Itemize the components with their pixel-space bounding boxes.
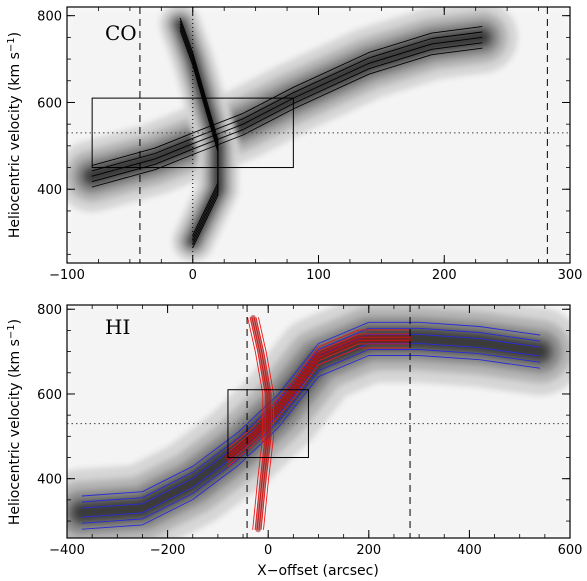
- hi-y-axis-title-main: Heliocentric velocity (km s: [7, 339, 23, 525]
- co-xtick-label-0: −100: [49, 268, 85, 283]
- hi-ytick-label-0: 400: [37, 473, 62, 488]
- co-ytick-label-0: 400: [37, 183, 62, 198]
- co-contour-1-2: [179, 23, 219, 242]
- hi-panel-label: HI: [105, 315, 130, 339]
- co-contours: [91, 17, 483, 248]
- co-ticks: −100 0 100 200 300 400 600 800: [37, 7, 582, 283]
- co-contour-1-0: [179, 17, 219, 236]
- hi-x-axis-title: X−offset (arcsec): [257, 563, 379, 579]
- co-plot-area: [67, 7, 570, 263]
- co-contour-1-4: [179, 30, 219, 248]
- hi-xtick-label-4: 400: [457, 543, 482, 558]
- co-y-axis-title-sup: −1: [6, 37, 17, 52]
- hi-y-axis-title-close: ): [7, 319, 23, 324]
- hi-red-contour-1-5: [258, 317, 275, 530]
- co-y-axis-title-close: ): [7, 32, 23, 37]
- hi-red-contour-0-0: [227, 329, 410, 449]
- hi-blue-contour-0-1: [81, 327, 541, 503]
- co-xtick-label-1: 0: [189, 268, 197, 283]
- hi-plot-area: [67, 305, 570, 538]
- co-grayscale-image: [67, 7, 570, 263]
- co-contour-0-2: [91, 36, 483, 177]
- hi-reference-lines: [67, 305, 570, 538]
- co-xtick-label-2: 100: [306, 268, 331, 283]
- co-contour-1-1: [179, 20, 219, 239]
- hi-xtick-label-5: 600: [558, 543, 583, 558]
- hi-xtick-label-0: −400: [49, 543, 85, 558]
- hi-xtick-label-3: 200: [356, 543, 381, 558]
- co-ytick-label-1: 600: [37, 96, 62, 111]
- hi-y-axis-title-sup: −1: [6, 324, 17, 339]
- co-y-axis-title: Heliocentric velocity (km s−1): [6, 32, 23, 238]
- co-contour-0-3: [91, 42, 483, 183]
- hi-red-contour-0-5: [227, 347, 410, 467]
- co-y-axis-title-main: Heliocentric velocity (km s: [7, 52, 23, 238]
- hi-ytick-label-2: 800: [37, 303, 62, 318]
- hi-red-contour-1-1: [249, 317, 266, 530]
- co-xtick-label-3: 200: [432, 268, 457, 283]
- co-panel-label: CO: [105, 21, 137, 45]
- co-contour-0-0: [91, 26, 483, 166]
- hi-ytick-label-1: 600: [37, 388, 62, 403]
- co-ytick-label-2: 800: [37, 10, 62, 25]
- hi-xtick-label-1: −200: [150, 543, 186, 558]
- co-panel: −100 0 100 200 300 400 600 800 CO Heliocentric …: [6, 6, 582, 283]
- hi-grayscale-image: [67, 305, 570, 538]
- co-region-box: [91, 97, 294, 169]
- hi-red-contour-1-4: [255, 317, 272, 530]
- co-contour-0-1: [91, 31, 483, 172]
- hi-region-box: [227, 389, 309, 459]
- hi-blue-contour-0-5: [81, 355, 541, 530]
- hi-panel: −400 −200 0 200 400 600 400 600 800 HI Heliocent…: [6, 303, 582, 579]
- hi-blue-contour-0-4: [81, 349, 541, 524]
- hi-red-core-1: [250, 315, 271, 533]
- hi-ticks: −400 −200 0 200 400 600 400 600 800: [37, 303, 582, 558]
- co-xtick-label-4: 300: [558, 268, 583, 283]
- hi-xtick-label-2: 0: [264, 543, 272, 558]
- co-reference-lines: [67, 7, 570, 263]
- hi-y-axis-title: Heliocentric velocity (km s−1): [6, 319, 23, 525]
- hi-red-contour-1-0: [247, 317, 264, 530]
- co-contour-1-3: [179, 27, 219, 245]
- hi-red-contours: [224, 315, 413, 533]
- hi-blue-contour-0-0: [81, 321, 541, 497]
